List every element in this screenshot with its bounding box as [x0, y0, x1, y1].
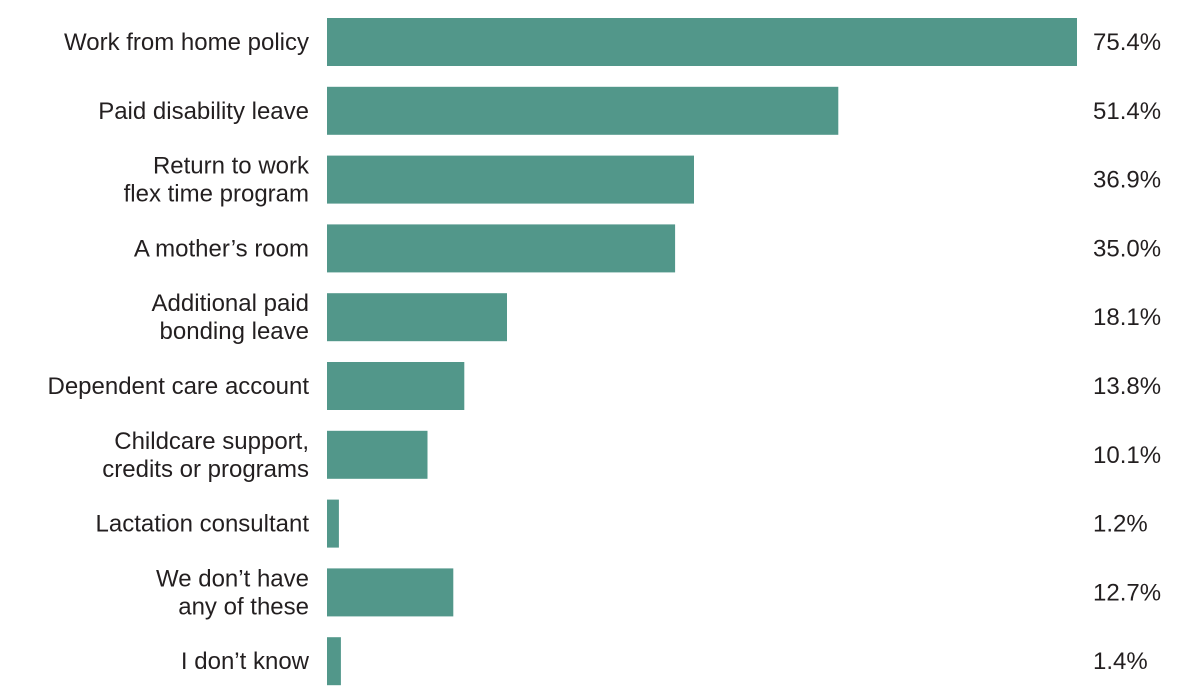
value-labels: 75.4% 51.4% 36.9% 35.0% 18.1% 13.8% 10.1% 1.2% 1… [1093, 29, 1161, 675]
bar-paid-disability-leave [327, 86, 839, 135]
category-label-additional-paid-bonding-leave: Additional paid bonding leave [152, 290, 309, 345]
value-label-childcare-support-credits-or-programs: 10.1% [1093, 442, 1161, 469]
value-label-paid-disability-leave: 51.4% [1093, 98, 1161, 125]
category-label-line: Return to work [153, 153, 310, 180]
category-label-line: bonding leave [160, 318, 309, 345]
category-label-line: Work from home policy [64, 29, 309, 56]
category-label-return-to-work-flex-time-program: Return to work flex time program [124, 153, 310, 208]
bar-childcare-support-credits-or-programs [327, 430, 428, 479]
category-label-we-dont-have-any-of-these: We don’t have any of these [156, 565, 309, 620]
category-label-line: credits or programs [102, 456, 309, 483]
category-label-line: A mother’s room [134, 235, 309, 262]
bar-additional-paid-bonding-leave [327, 293, 507, 342]
value-label-return-to-work-flex-time-program: 36.9% [1093, 167, 1161, 194]
category-label-line: I don’t know [181, 648, 310, 675]
bar-work-from-home-policy [327, 18, 1077, 66]
bar-dependent-care-account [327, 362, 465, 410]
category-label-line: Childcare support, [114, 428, 309, 455]
category-label-i-dont-know: I don’t know [181, 648, 310, 675]
bar-we-dont-have-any-of-these [327, 568, 454, 617]
category-label-childcare-support-credits-or-programs: Childcare support, credits or programs [102, 428, 309, 483]
category-label-paid-disability-leave: Paid disability leave [98, 98, 309, 125]
category-label-line: Additional paid [152, 290, 309, 317]
value-label-i-dont-know: 1.4% [1093, 648, 1148, 675]
category-label-work-from-home-policy: Work from home policy [64, 29, 309, 56]
value-label-a-mothers-room: 35.0% [1093, 235, 1161, 262]
bar-lactation-consultant [327, 499, 339, 548]
category-label-line: Lactation consultant [96, 511, 310, 538]
category-label-lactation-consultant: Lactation consultant [96, 511, 310, 538]
category-label-line: Paid disability leave [98, 98, 309, 125]
value-label-work-from-home-policy: 75.4% [1093, 29, 1161, 56]
value-label-lactation-consultant: 1.2% [1093, 511, 1148, 538]
bars-layer [327, 18, 1077, 686]
bar-i-dont-know [327, 637, 341, 686]
value-label-additional-paid-bonding-leave: 18.1% [1093, 304, 1161, 331]
category-label-a-mothers-room: A mother’s room [134, 235, 309, 262]
category-labels: Work from home policy Paid disability lea… [47, 29, 310, 675]
category-label-line: flex time program [124, 181, 309, 208]
category-label-line: any of these [178, 593, 309, 620]
bar-return-to-work-flex-time-program [327, 155, 694, 204]
value-label-dependent-care-account: 13.8% [1093, 373, 1161, 400]
category-label-dependent-care-account: Dependent care account [47, 373, 309, 400]
value-label-we-dont-have-any-of-these: 12.7% [1093, 579, 1161, 606]
bar-a-mothers-room [327, 224, 676, 273]
category-label-line: Dependent care account [47, 373, 309, 400]
category-label-line: We don’t have [156, 565, 309, 592]
